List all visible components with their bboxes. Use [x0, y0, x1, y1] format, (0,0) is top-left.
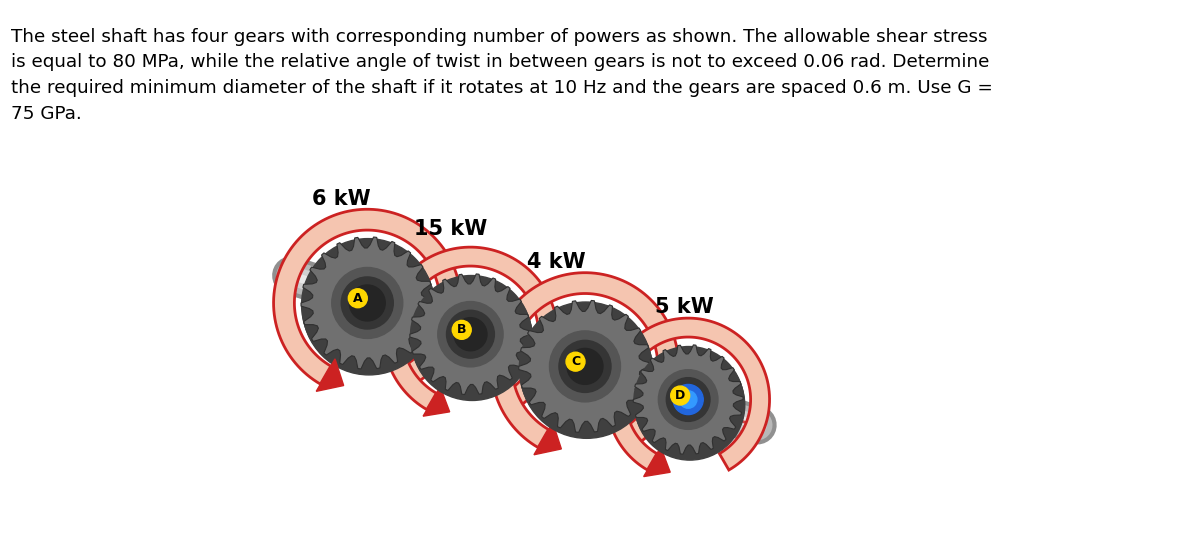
- Circle shape: [302, 242, 436, 375]
- Circle shape: [673, 384, 703, 414]
- Circle shape: [410, 276, 532, 397]
- Circle shape: [331, 268, 403, 339]
- Polygon shape: [607, 318, 769, 470]
- Text: 4 kW: 4 kW: [527, 252, 586, 272]
- Circle shape: [559, 340, 611, 392]
- Circle shape: [452, 320, 472, 339]
- Polygon shape: [518, 301, 652, 433]
- Text: 6 kW: 6 kW: [312, 189, 371, 209]
- Circle shape: [520, 302, 652, 435]
- Circle shape: [521, 306, 653, 438]
- Circle shape: [635, 350, 745, 460]
- Circle shape: [566, 348, 602, 384]
- Circle shape: [634, 347, 744, 457]
- Circle shape: [454, 318, 487, 351]
- Circle shape: [349, 285, 385, 321]
- Polygon shape: [643, 447, 671, 476]
- Circle shape: [673, 384, 703, 414]
- Circle shape: [438, 302, 503, 367]
- Circle shape: [302, 240, 434, 373]
- Circle shape: [550, 331, 620, 402]
- Polygon shape: [534, 422, 562, 455]
- Text: The steel shaft has four gears with corresponding number of powers as shown. The: The steel shaft has four gears with corr…: [11, 28, 994, 123]
- Polygon shape: [491, 273, 679, 447]
- Circle shape: [566, 352, 584, 371]
- Circle shape: [671, 386, 690, 405]
- Circle shape: [446, 310, 494, 358]
- Polygon shape: [424, 387, 450, 416]
- Text: D: D: [676, 389, 685, 402]
- Text: B: B: [457, 324, 467, 336]
- Polygon shape: [410, 274, 532, 395]
- Polygon shape: [383, 247, 558, 410]
- Circle shape: [348, 289, 367, 308]
- Circle shape: [412, 279, 533, 400]
- Circle shape: [679, 391, 697, 409]
- Text: 15 kW: 15 kW: [414, 219, 487, 239]
- Circle shape: [301, 239, 434, 371]
- Text: C: C: [571, 355, 580, 368]
- Circle shape: [635, 348, 744, 458]
- Circle shape: [341, 277, 394, 329]
- Polygon shape: [301, 237, 433, 369]
- Text: 5 kW: 5 kW: [655, 297, 714, 317]
- Circle shape: [659, 370, 718, 429]
- Polygon shape: [317, 359, 343, 391]
- Circle shape: [666, 378, 710, 421]
- Polygon shape: [274, 209, 461, 384]
- Text: A: A: [353, 292, 362, 305]
- Polygon shape: [634, 345, 743, 454]
- Circle shape: [520, 304, 653, 436]
- Circle shape: [412, 277, 532, 398]
